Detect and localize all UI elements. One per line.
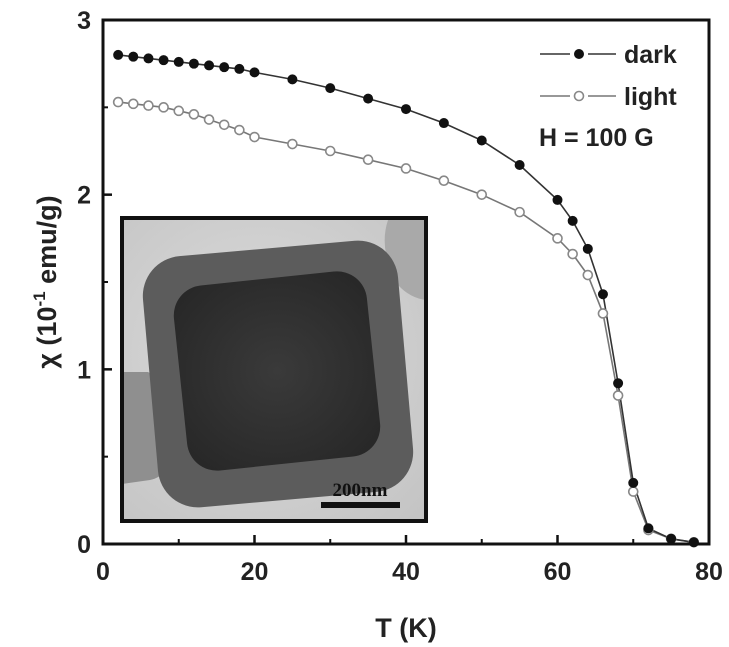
data-point-light bbox=[582, 269, 594, 281]
data-point-dark bbox=[567, 215, 578, 226]
data-point-light bbox=[552, 233, 563, 244]
data-point-light bbox=[567, 248, 578, 260]
data-point-light bbox=[128, 98, 139, 110]
x-tick-label: 0 bbox=[96, 558, 110, 586]
data-point-dark bbox=[688, 537, 699, 548]
data-point-light bbox=[143, 100, 154, 111]
legend-marker-light bbox=[573, 90, 585, 102]
legend-marker-dark bbox=[574, 49, 584, 59]
data-point-dark bbox=[666, 533, 677, 544]
data-point-dark bbox=[643, 523, 654, 534]
scale-bar-label: 200nm bbox=[333, 480, 388, 501]
data-point-dark bbox=[143, 53, 154, 64]
data-point-light bbox=[627, 486, 639, 497]
x-tick-label: 80 bbox=[695, 558, 723, 586]
data-point-dark bbox=[204, 60, 215, 71]
data-point-light bbox=[158, 102, 169, 113]
data-point-dark bbox=[219, 62, 230, 73]
data-point-dark bbox=[476, 135, 487, 146]
legend-item-dark: dark bbox=[540, 41, 677, 69]
y-tick-label: 0 bbox=[77, 531, 91, 559]
data-point-dark bbox=[363, 93, 374, 104]
data-point-dark bbox=[582, 243, 593, 254]
data-point-light bbox=[112, 96, 124, 108]
data-point-dark bbox=[325, 83, 336, 94]
data-point-dark bbox=[401, 104, 411, 115]
data-point-light bbox=[173, 105, 185, 117]
y-tick-label: 3 bbox=[77, 7, 91, 35]
data-point-light bbox=[476, 189, 488, 200]
field-annotation: H = 100 G bbox=[539, 124, 654, 152]
data-point-dark bbox=[287, 74, 298, 85]
data-point-dark bbox=[113, 49, 124, 60]
data-point-light bbox=[188, 109, 200, 120]
data-point-light bbox=[218, 119, 230, 131]
data-point-dark bbox=[234, 63, 245, 74]
data-point-dark bbox=[597, 289, 608, 300]
data-point-light bbox=[249, 131, 260, 143]
x-tick-label: 60 bbox=[544, 558, 572, 586]
data-point-dark bbox=[628, 477, 639, 488]
data-point-light bbox=[234, 124, 245, 136]
data-point-dark bbox=[173, 56, 184, 67]
legend-item-light: light bbox=[540, 83, 677, 111]
x-tick-label: 20 bbox=[241, 558, 269, 586]
scale-bar bbox=[321, 502, 400, 508]
data-point-light bbox=[287, 138, 298, 150]
data-point-light bbox=[514, 206, 525, 218]
data-point-dark bbox=[249, 67, 260, 78]
x-axis: 0 20 40 60 80 bbox=[96, 535, 723, 586]
data-point-dark bbox=[128, 51, 139, 62]
legend-label-dark: dark bbox=[624, 41, 677, 69]
y-axis-title: χ (10-1 emu/g) bbox=[30, 195, 62, 368]
data-point-light bbox=[203, 114, 215, 125]
data-point-light bbox=[324, 145, 336, 157]
y-tick-label: 2 bbox=[77, 182, 91, 210]
data-point-light bbox=[597, 308, 609, 319]
data-point-dark bbox=[188, 58, 199, 69]
data-point-light bbox=[438, 175, 450, 186]
data-point-light bbox=[612, 390, 624, 401]
legend: dark light H = 100 G bbox=[539, 41, 677, 152]
data-point-dark bbox=[438, 118, 449, 129]
legend-label-light: light bbox=[624, 83, 677, 111]
data-point-dark bbox=[613, 378, 624, 389]
data-point-dark bbox=[552, 194, 563, 205]
data-point-light bbox=[400, 163, 412, 174]
data-point-dark bbox=[514, 159, 525, 170]
y-axis: 0 1 2 3 bbox=[77, 7, 112, 559]
x-axis-title: T (K) bbox=[375, 613, 436, 643]
data-point-light bbox=[362, 154, 374, 166]
x-tick-label: 40 bbox=[392, 558, 420, 586]
data-point-dark bbox=[158, 55, 169, 66]
y-tick-label: 1 bbox=[77, 356, 91, 384]
inset-tem-image: 200nm bbox=[120, 216, 428, 523]
